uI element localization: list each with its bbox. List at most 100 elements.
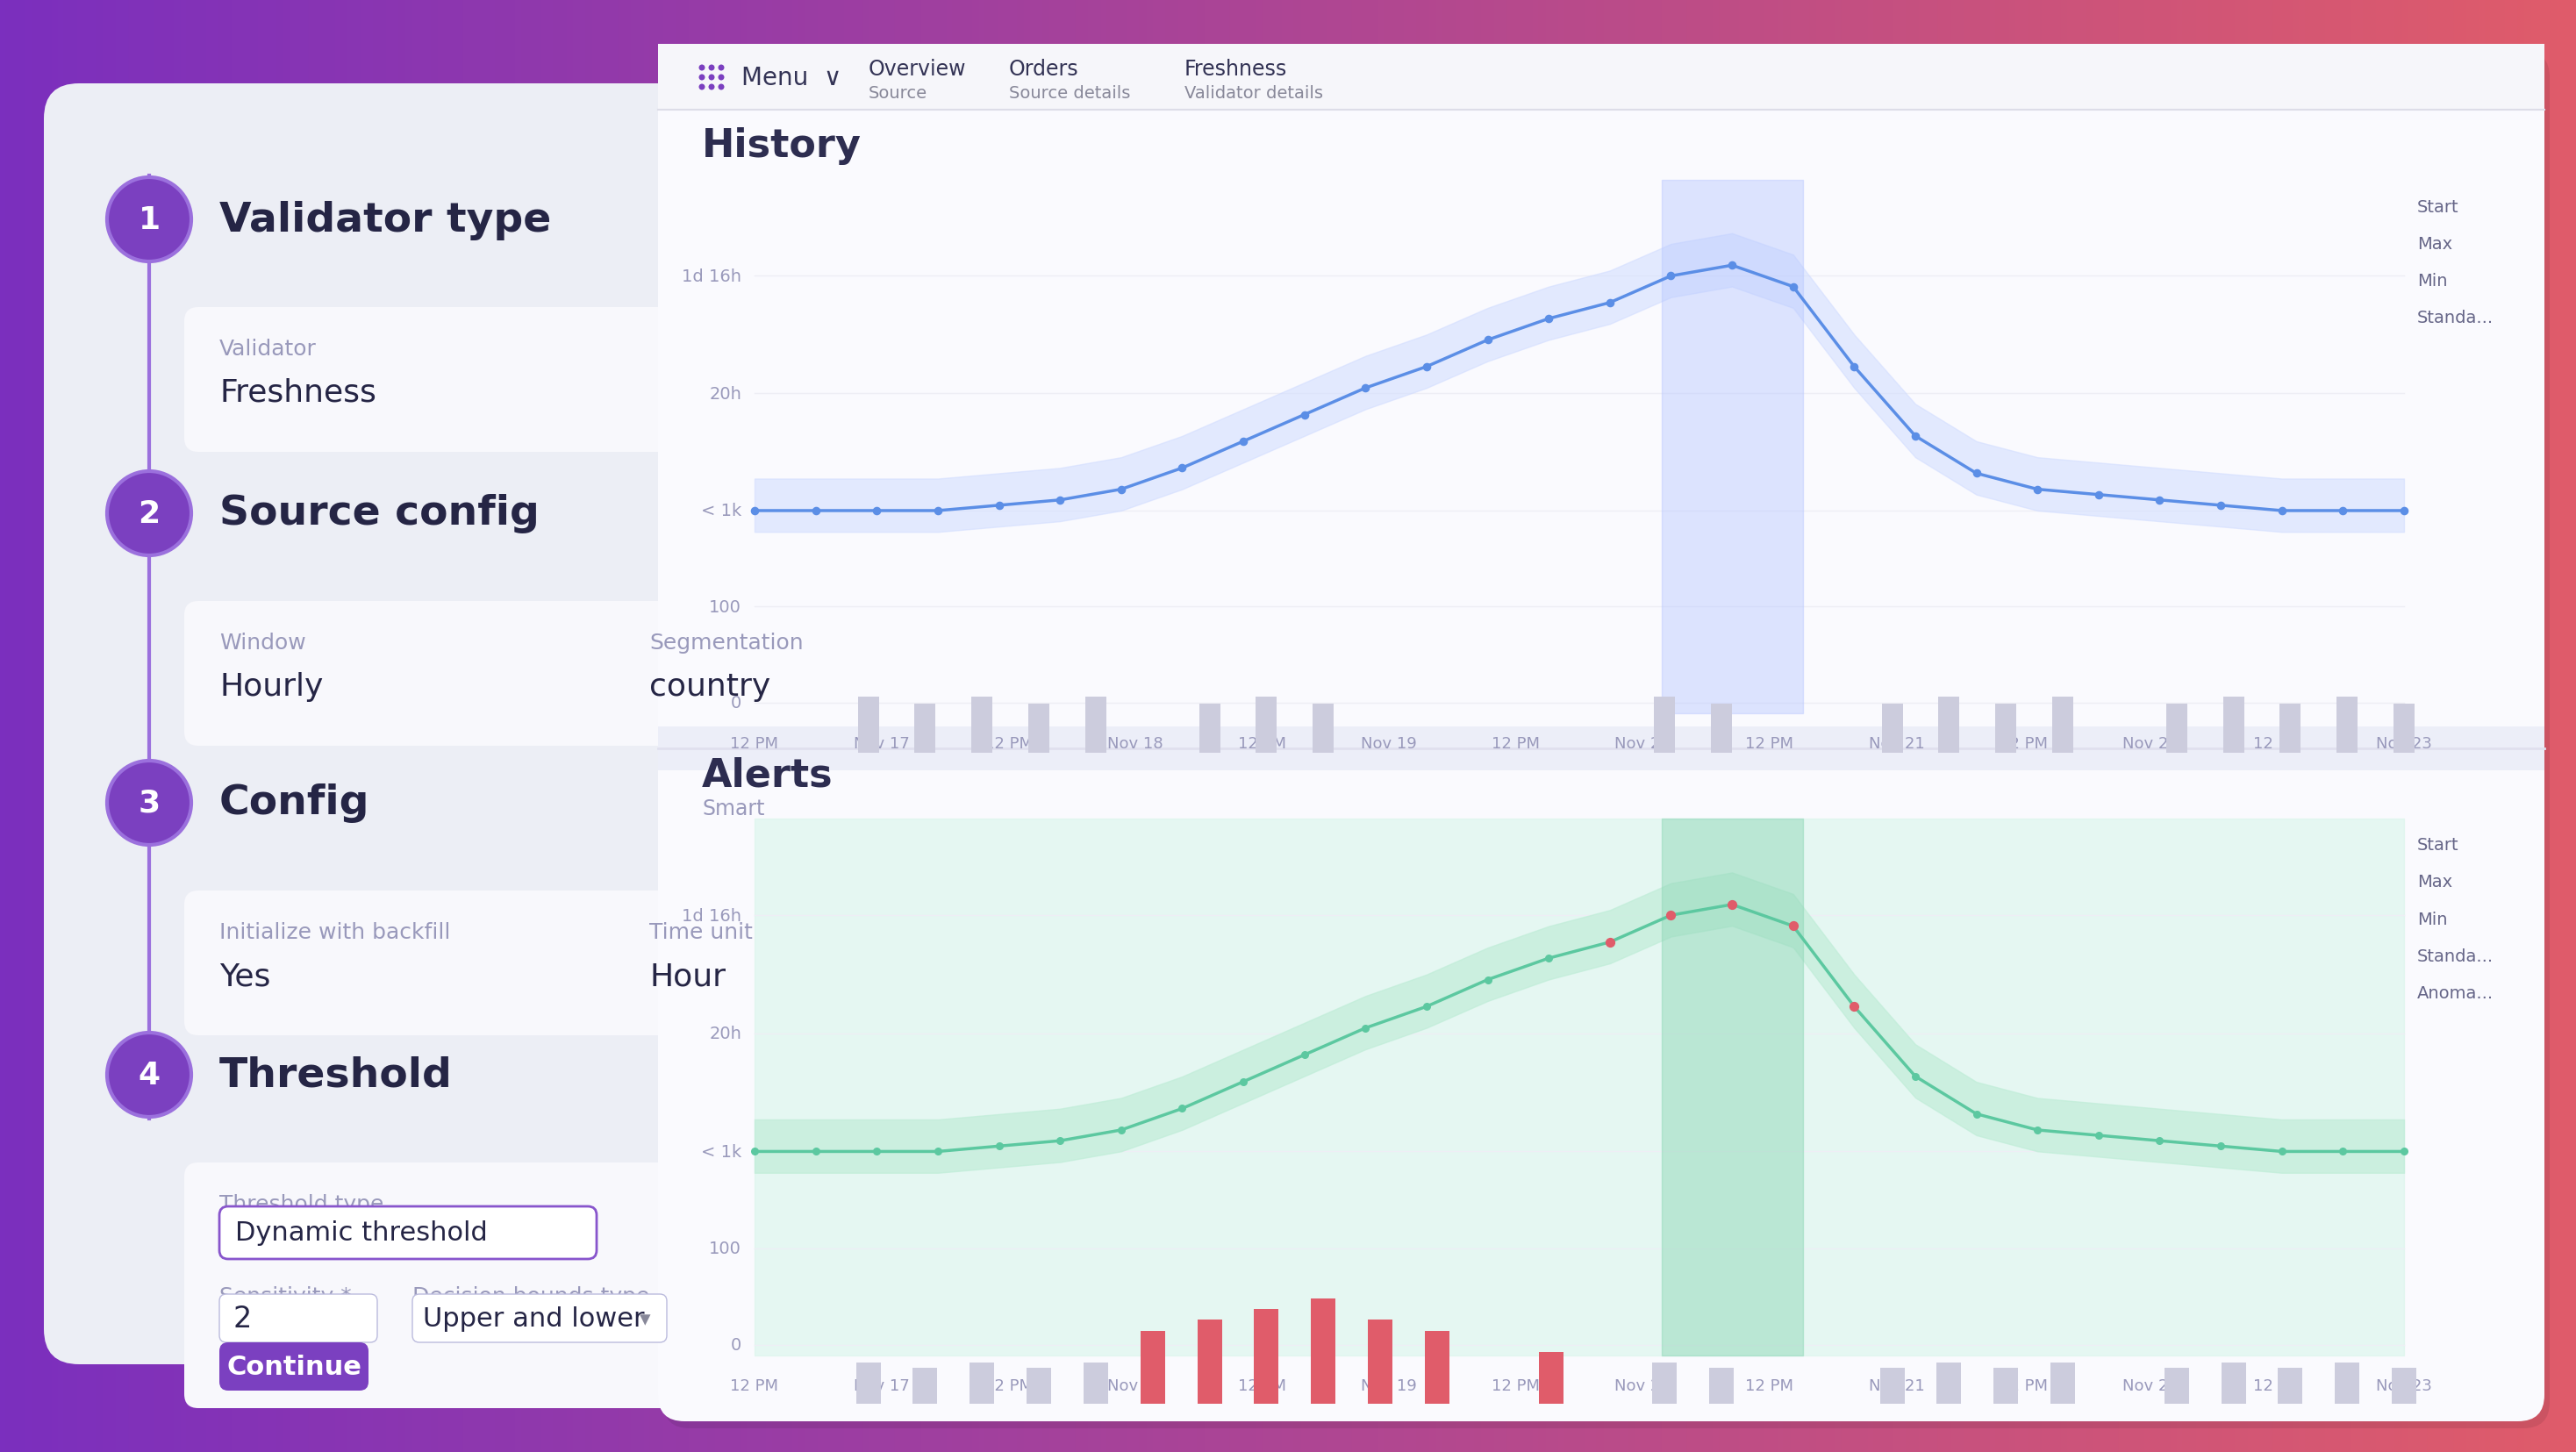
Bar [1984,0,1991,1452]
Bar [855,1363,881,1404]
Bar [1597,0,1605,1452]
Bar [70,0,80,1452]
Bar [1077,0,1084,1452]
Bar [907,0,917,1452]
Bar [283,0,291,1452]
Bar [1860,0,1870,1452]
Text: 12 PM: 12 PM [1492,736,1540,752]
Bar [2383,0,2391,1452]
Point [734,1140,775,1163]
Bar [2318,0,2326,1452]
Bar [13,0,21,1452]
Bar [613,0,621,1452]
Text: Segmentation: Segmentation [649,632,804,653]
Bar [773,0,781,1452]
Bar [2074,0,2081,1452]
Bar [546,0,556,1452]
Bar [696,0,703,1452]
Bar [1808,0,1819,1452]
Bar [2099,0,2107,1452]
Bar [1520,0,1528,1452]
Bar [1255,1310,1278,1404]
Bar [850,0,858,1452]
Bar [1772,0,1780,1452]
Point [1345,1016,1386,1040]
FancyBboxPatch shape [185,601,1043,746]
Bar [768,0,775,1452]
FancyBboxPatch shape [412,1294,667,1343]
Text: 20h: 20h [708,386,742,402]
Bar [0,0,8,1452]
Bar [1190,0,1200,1452]
Bar [1262,0,1270,1452]
Bar [1146,0,1154,1452]
Bar [1855,0,1862,1452]
Bar [876,0,884,1452]
Bar [2393,704,2414,754]
Bar [64,0,72,1452]
Text: 1d 16h: 1d 16h [683,269,742,285]
Bar [2056,0,2063,1452]
Text: Validator: Validator [219,338,317,360]
Bar [914,704,935,754]
Bar [598,0,608,1452]
Text: 12 PM: 12 PM [1747,1378,1793,1394]
FancyBboxPatch shape [657,45,2545,1422]
Bar [1242,0,1252,1452]
Bar [2313,0,2321,1452]
Bar [1028,704,1048,754]
Bar [2048,0,2056,1452]
Bar [44,764,1079,842]
Bar [1425,1330,1450,1404]
Bar [495,0,505,1452]
Bar [2061,0,2069,1452]
Bar [2447,0,2455,1452]
Point [1224,1070,1265,1093]
Circle shape [708,76,714,81]
Bar [1314,704,1334,754]
Bar [348,0,355,1452]
FancyBboxPatch shape [185,892,1043,1035]
Bar [124,0,131,1452]
Bar [1288,0,1296,1452]
Bar [353,0,363,1452]
Bar [361,0,368,1452]
Circle shape [719,84,724,91]
Bar [1623,0,1631,1452]
Bar [1654,697,1674,754]
Bar [219,0,227,1452]
Text: 2: 2 [139,499,160,529]
Bar [670,0,677,1452]
Bar [592,0,600,1452]
Text: Source details: Source details [1010,84,1131,102]
Bar [1783,0,1793,1452]
Bar [1777,0,1785,1452]
Text: Hourly: Hourly [219,672,322,701]
FancyBboxPatch shape [44,84,1079,1365]
Text: 4: 4 [139,1060,160,1090]
Bar [1618,0,1625,1452]
Point [1162,1098,1203,1121]
Bar [1422,0,1432,1452]
Bar [386,0,394,1452]
Point [1772,276,1814,299]
Bar [1752,0,1759,1452]
Bar [44,1035,1079,1115]
Bar [1790,0,1798,1452]
Bar [1996,704,2017,754]
Bar [1473,0,1484,1452]
Bar [1643,0,1651,1452]
Bar [1700,0,1708,1452]
Bar [2344,0,2352,1452]
Bar [644,0,652,1452]
Point [1100,478,1141,501]
Bar [206,0,214,1452]
Bar [2043,0,2050,1452]
Bar [5,0,15,1452]
Bar [1368,1320,1394,1404]
Bar [1803,0,1811,1452]
Bar [39,0,46,1452]
Bar [896,0,904,1452]
Text: Standa...: Standa... [2416,947,2494,964]
Bar [412,0,420,1452]
